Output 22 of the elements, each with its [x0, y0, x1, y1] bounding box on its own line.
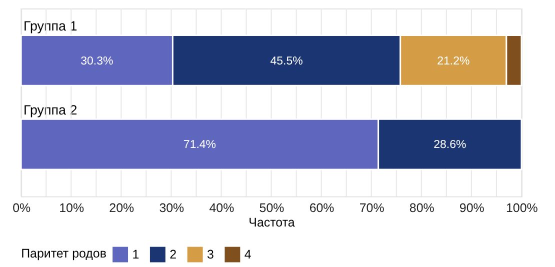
legend-label: 3 [207, 247, 214, 262]
data-label: 21.2% [437, 55, 470, 68]
x-tick-label: 50% [259, 201, 284, 216]
x-tick-label: 100% [506, 201, 538, 216]
legend-label: 4 [244, 247, 252, 262]
data-label: 71.4% [183, 139, 216, 152]
x-tick-label: 60% [309, 201, 334, 216]
data-label: 28.6% [434, 139, 466, 152]
x-tick-label: 20% [109, 201, 134, 216]
x-tick-label: 90% [459, 201, 484, 216]
x-tick-label: 70% [359, 201, 384, 216]
x-tick-label: 10% [59, 201, 84, 216]
data-label: 30.3% [80, 55, 114, 68]
legend-title: Паритет родов [21, 246, 107, 261]
x-tick-label: 40% [209, 201, 234, 216]
x-tick-label: 80% [409, 201, 434, 216]
legend-label: 2 [170, 247, 177, 262]
x-tick-label: 0% [12, 201, 31, 216]
x-axis-title: Частота [248, 216, 295, 230]
legend-label: 1 [132, 247, 140, 262]
x-tick-label: 30% [159, 201, 184, 216]
data-label: 45.5% [270, 55, 303, 68]
